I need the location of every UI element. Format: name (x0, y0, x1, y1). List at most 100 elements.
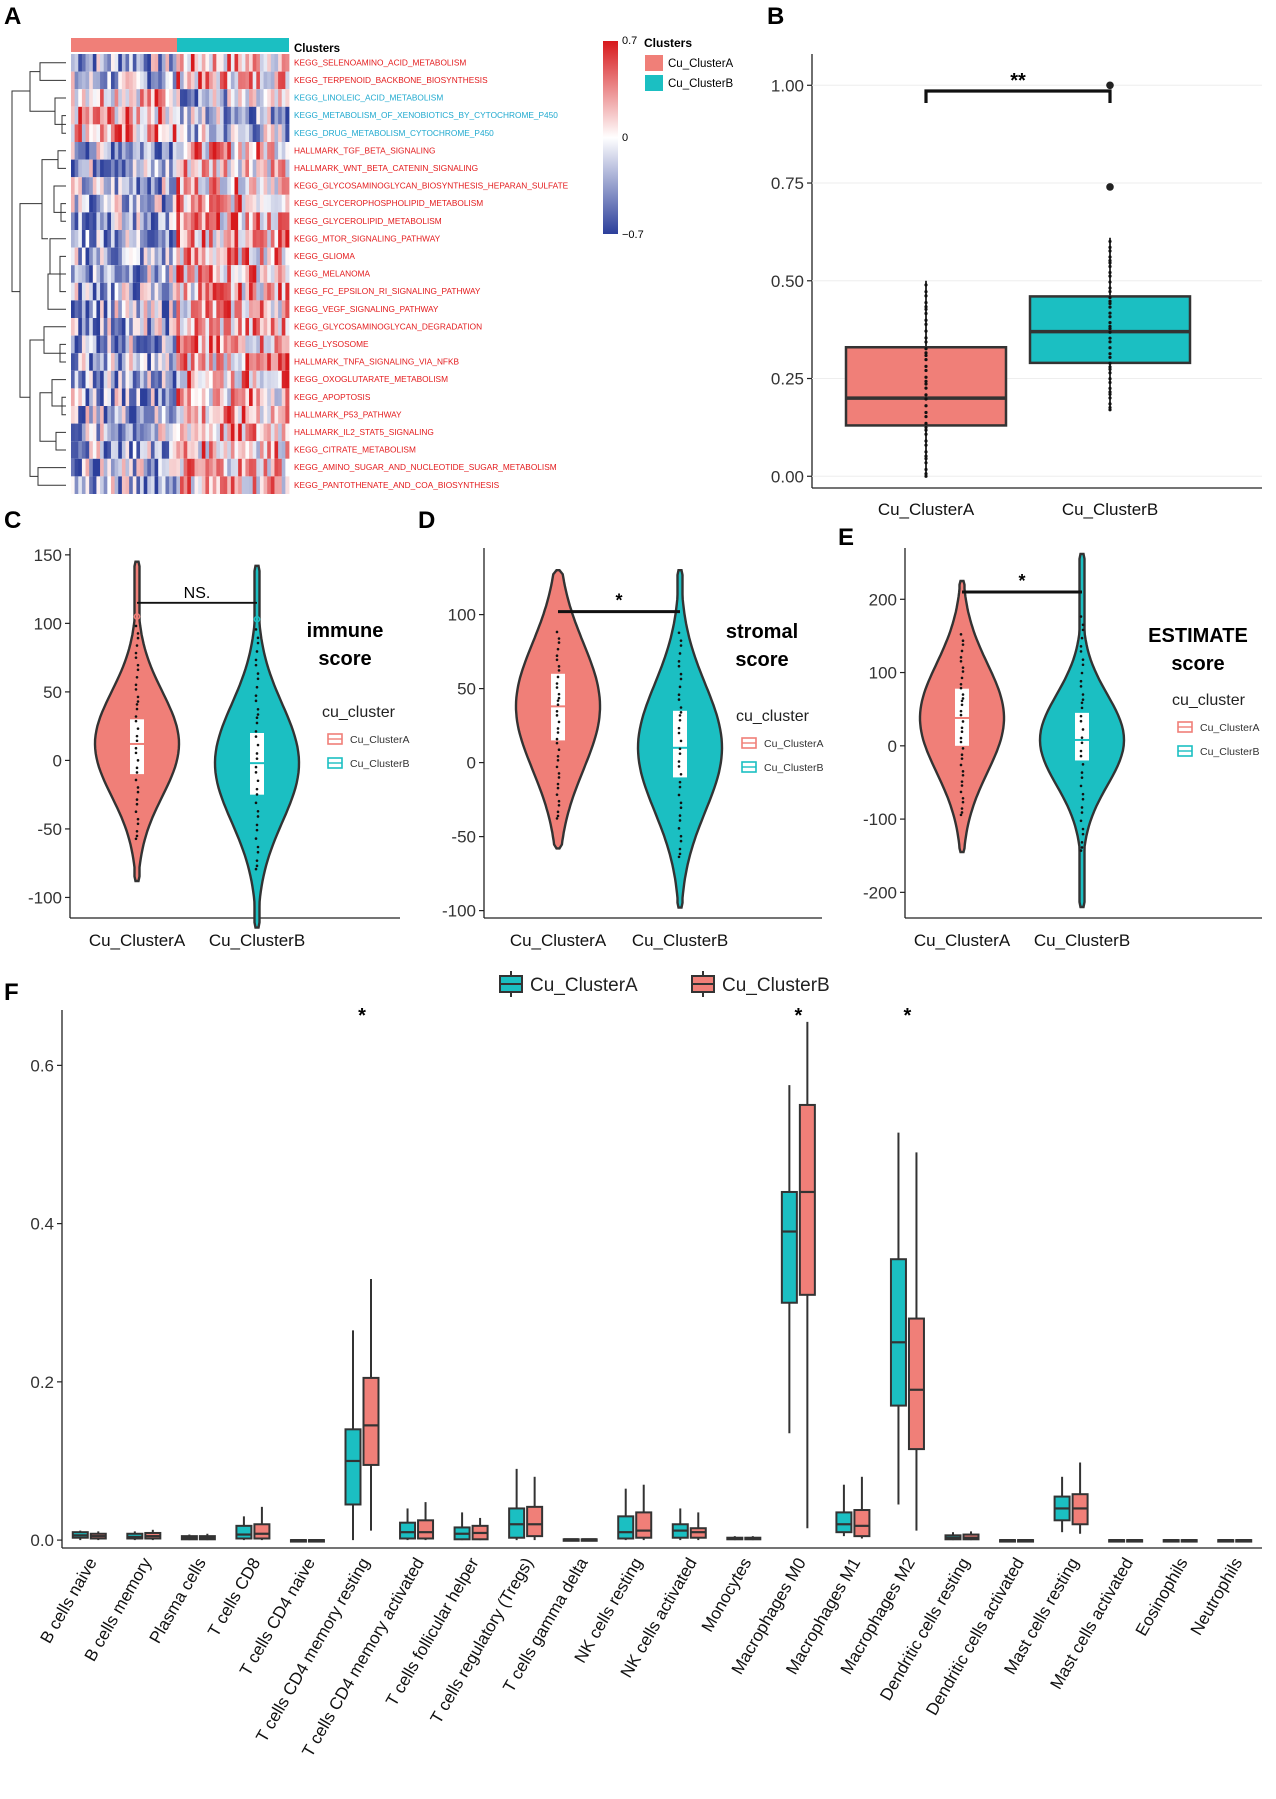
heatmap-cell (74, 71, 79, 90)
heatmap-cell (71, 230, 76, 248)
dendrogram-branch (61, 115, 66, 134)
heatmap-cell (96, 458, 101, 477)
heatmap-cell (107, 212, 112, 230)
heatmap-cell (165, 230, 170, 248)
heatmap-cell (172, 89, 177, 107)
x-tick-label: Monocytes (698, 1555, 756, 1636)
heatmap-cell (176, 124, 181, 142)
heatmap-cell (234, 370, 239, 389)
heatmap-cell (136, 230, 141, 248)
heatmap-cell (147, 89, 152, 107)
heatmap-cell (227, 71, 232, 90)
x-tick-label: T cells CD8 (204, 1555, 264, 1640)
heatmap-cell (219, 89, 224, 107)
dendrogram-branch (41, 159, 58, 240)
heatmap-cell (81, 212, 86, 230)
data-point (677, 731, 681, 735)
heatmap-cell (158, 458, 163, 477)
heatmap-cell (92, 159, 97, 178)
heatmap-cell (180, 124, 185, 142)
heatmap-cell (190, 106, 195, 125)
heatmap-cell (187, 124, 192, 142)
dendrogram-branch (43, 326, 66, 354)
heatmap-cell (263, 441, 268, 459)
heatmap-cell (249, 318, 254, 336)
heatmap-cell (270, 159, 275, 178)
panel-label-e: E (838, 524, 854, 551)
heatmap-cell (129, 89, 134, 107)
heatmap-cell (176, 265, 181, 283)
data-point (134, 778, 138, 782)
heatmap-cell (205, 71, 210, 90)
heatmap-cell (121, 370, 126, 389)
heatmap-cell (161, 370, 166, 389)
heatmap-cell (158, 194, 163, 213)
data-point (960, 726, 964, 730)
heatmap-cell (267, 247, 272, 266)
heatmap-cell (147, 71, 152, 90)
heatmap-cell (285, 441, 290, 459)
heatmap-cell (165, 406, 170, 424)
heatmap-cell (281, 335, 286, 354)
data-point (678, 652, 682, 655)
heatmap-cell (245, 423, 250, 442)
data-point (134, 651, 138, 655)
heatmap-cell (71, 106, 76, 125)
heatmap-cell (209, 282, 214, 301)
heatmap-cell (256, 458, 261, 477)
heatmap-cell (89, 124, 94, 142)
heatmap-cell (85, 406, 90, 424)
heatmap-cell (270, 89, 275, 107)
y-tick-label: 0.50 (771, 272, 804, 291)
heatmap-cell (201, 89, 206, 107)
heatmap-cell (205, 265, 210, 283)
heatmap-cell (278, 476, 283, 494)
heatmap-cell (176, 106, 181, 125)
data-point (136, 663, 140, 667)
data-point (961, 670, 965, 673)
score-title: score (1171, 653, 1224, 675)
heatmap-cell (169, 423, 174, 442)
heatmap-cell (209, 124, 214, 142)
data-point (134, 715, 138, 718)
heatmap-cell (249, 441, 254, 459)
heatmap-cell (81, 124, 86, 142)
heatmap-cell (150, 247, 155, 266)
heatmap-cell (172, 194, 177, 213)
heatmap-cell (100, 318, 105, 336)
heatmap-cell (212, 282, 217, 301)
y-tick-label: 0.4 (30, 1215, 54, 1234)
heatmap-cell (92, 265, 97, 283)
heatmap-cell (274, 265, 279, 283)
heatmap-cell (263, 423, 268, 442)
heatmap-cell (219, 265, 224, 283)
heatmap-cell (140, 282, 145, 301)
data-point (256, 779, 260, 783)
heatmap-cell (165, 159, 170, 178)
data-point (134, 746, 138, 750)
heatmap-cell (227, 335, 232, 354)
data-point (924, 379, 928, 383)
heatmap-cell (172, 247, 177, 266)
heatmap-cell (129, 353, 134, 371)
heatmap-cell (190, 54, 195, 72)
heatmap-cell (110, 106, 115, 125)
heatmap-cell (132, 318, 137, 336)
heatmap-cell (281, 370, 286, 389)
heatmap-cell (212, 89, 217, 107)
heatmap-cell (78, 54, 83, 72)
data-point (255, 787, 259, 791)
x-tick-label: B cells naive (37, 1555, 101, 1647)
heatmap-cell (219, 318, 224, 336)
heatmap-cell (140, 212, 145, 230)
heatmap-cell (249, 353, 254, 371)
dendrogram-branch (47, 273, 66, 310)
heatmap-cell (107, 353, 112, 371)
heatmap-cell (161, 212, 166, 230)
heatmap-cell (281, 89, 286, 107)
heatmap-cell (172, 142, 177, 160)
y-tick-label: 0 (53, 751, 62, 770)
heatmap-cell (74, 54, 79, 72)
heatmap-cell (230, 370, 235, 389)
heatmap-cell (172, 265, 177, 283)
